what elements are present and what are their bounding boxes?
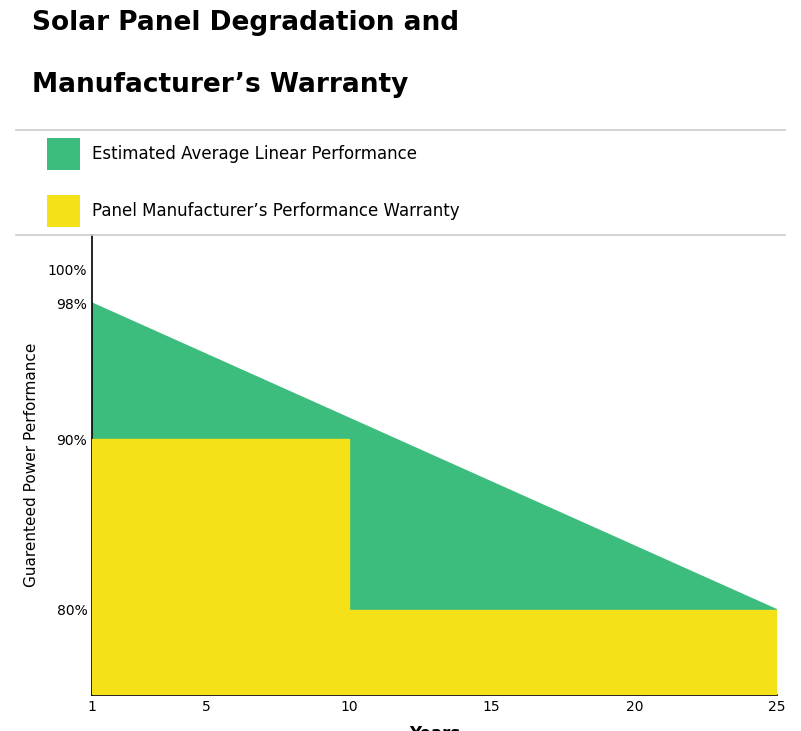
X-axis label: Years: Years: [409, 725, 460, 731]
Bar: [47, 138, 80, 170]
Polygon shape: [92, 303, 777, 695]
Text: Solar Panel Degradation and: Solar Panel Degradation and: [32, 10, 459, 37]
Polygon shape: [92, 439, 777, 695]
Text: Manufacturer’s Warranty: Manufacturer’s Warranty: [32, 72, 409, 97]
Text: Panel Manufacturer’s Performance Warranty: Panel Manufacturer’s Performance Warrant…: [91, 202, 459, 220]
Y-axis label: Guarenteed Power Performance: Guarenteed Power Performance: [24, 343, 39, 587]
Text: Estimated Average Linear Performance: Estimated Average Linear Performance: [91, 145, 417, 163]
Bar: [47, 195, 80, 227]
